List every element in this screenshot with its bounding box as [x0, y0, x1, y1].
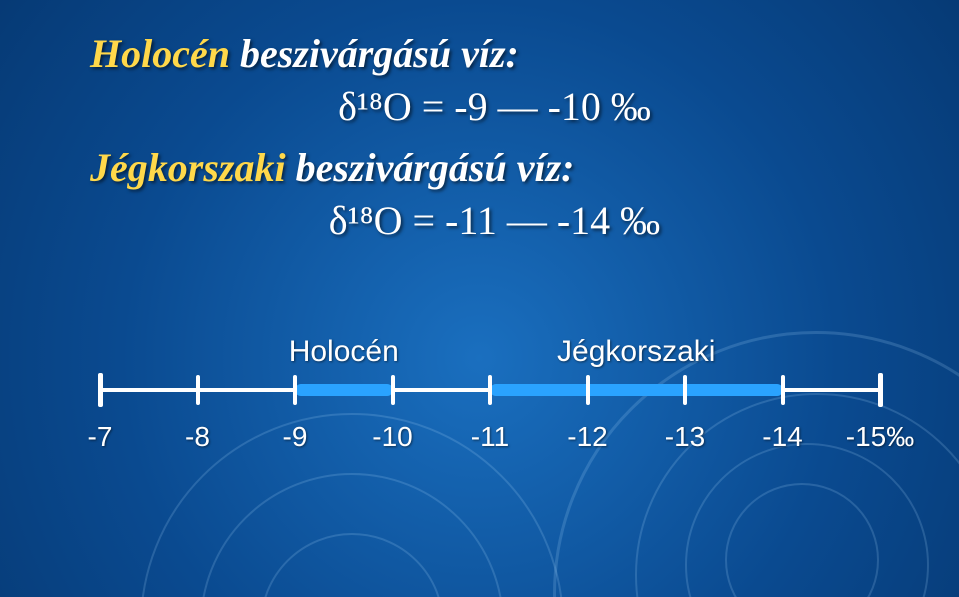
heading-holocene-emph: Holocén: [90, 31, 230, 76]
axis-tick-label: -12: [567, 421, 607, 453]
period-label: Holocén: [289, 335, 399, 369]
value-iceage: δ¹⁸O = -11 — -14 ‰: [90, 197, 899, 244]
value-holocene: δ¹⁸O = -9 — -10 ‰: [90, 83, 899, 130]
axis-tick: [98, 373, 103, 407]
axis-tick-label: -10: [372, 421, 412, 453]
period-segment: [490, 384, 783, 396]
period-label: Jégkorszaki: [557, 335, 715, 369]
number-line-chart: Holocén Jégkorszaki -7 -8 -9 -10 -11 -12 -13 -14…: [90, 335, 890, 457]
axis-tick-label: -14: [762, 421, 802, 453]
period-segment: [295, 384, 393, 396]
axis-tick-label: -7: [88, 421, 113, 453]
axis-tick-label: -13: [665, 421, 705, 453]
axis-tick-label: -15‰: [846, 421, 914, 453]
slide-content: Holocén beszivárgású víz: δ¹⁸O = -9 — -1…: [0, 0, 959, 597]
axis-tick: [293, 375, 297, 405]
axis-tick-label: -9: [283, 421, 308, 453]
heading-holocene-rest: beszivárgású víz:: [230, 31, 519, 76]
period-labels: Holocén Jégkorszaki: [90, 335, 890, 373]
axis-tick: [683, 375, 687, 405]
heading-holocene: Holocén beszivárgású víz:: [90, 30, 899, 77]
heading-iceage: Jégkorszaki beszivárgású víz:: [90, 144, 899, 191]
tick-labels: -7-8-9-10-11-12-13-14-15‰: [90, 421, 890, 457]
axis-tick-label: -8: [185, 421, 210, 453]
axis-tick: [781, 375, 785, 405]
axis-tick: [391, 375, 395, 405]
axis-tick: [488, 375, 492, 405]
axis-tick: [878, 373, 883, 407]
heading-iceage-rest: beszivárgású víz:: [286, 145, 575, 190]
axis-tick-label: -11: [471, 421, 509, 453]
axis-tick: [586, 375, 590, 405]
heading-iceage-emph: Jégkorszaki: [90, 145, 286, 190]
axis: [90, 373, 890, 417]
axis-tick: [196, 375, 200, 405]
